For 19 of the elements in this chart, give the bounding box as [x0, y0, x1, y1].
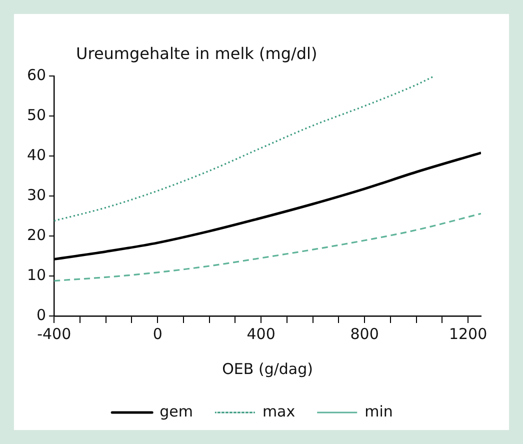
- y-tick-label: 60: [26, 66, 46, 84]
- x-axis-title: OEB (g/dag): [222, 360, 313, 378]
- x-tick-label: 1200: [448, 324, 488, 343]
- y-tick-label: 40: [26, 146, 46, 164]
- x-tick-label: 0: [152, 324, 162, 343]
- line-series: [54, 76, 436, 222]
- legend-label: max: [262, 402, 296, 420]
- chart-title: Ureumgehalte in melk (mg/dl): [76, 44, 318, 63]
- y-tick-label: 20: [26, 226, 46, 244]
- y-tick-label: 0: [36, 306, 46, 324]
- line-series: [54, 212, 481, 282]
- legend-label: min: [364, 402, 393, 420]
- legend-label: gem: [160, 402, 193, 420]
- x-tick-label: -400: [37, 324, 72, 343]
- y-tick-label: 10: [26, 266, 46, 284]
- x-tick-label: 800: [350, 324, 379, 343]
- x-tick-label: 400: [246, 324, 276, 343]
- y-tick-label: 50: [26, 106, 46, 124]
- y-tick-label: 30: [26, 186, 46, 204]
